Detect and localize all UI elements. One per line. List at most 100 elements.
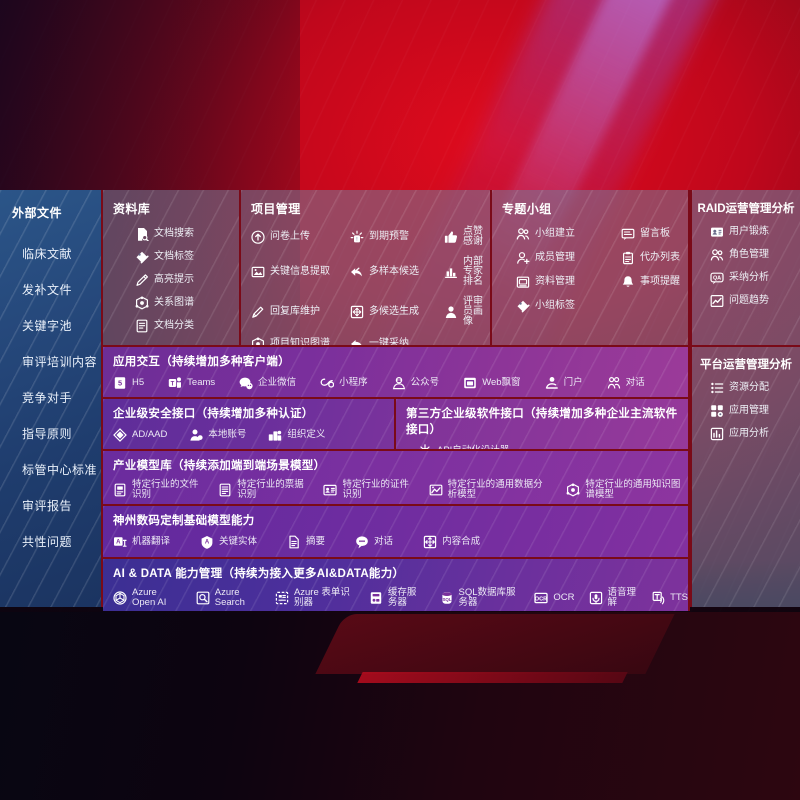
ai-item-ocr[interactable]: OCR <box>534 591 575 605</box>
feature-project-knowledge-graph[interactable]: 项目知识图谱 <box>251 337 346 345</box>
app-item-wechat-work[interactable]: 企业微信 <box>239 376 296 390</box>
arrow-reply-icon <box>350 337 364 345</box>
feature-item-reminder[interactable]: 事项提醒 <box>621 275 688 289</box>
feature-message-board[interactable]: 留言板 <box>621 227 688 241</box>
sidebar-item-clinical-literature[interactable]: 临床文献 <box>22 246 73 261</box>
ocr-icon <box>534 591 549 605</box>
feature-todo-list[interactable]: 代办列表 <box>621 251 688 265</box>
dc-item-summary[interactable]: 摘要 <box>287 535 325 549</box>
feature-label: 到期预警 <box>369 231 409 242</box>
sidebar-item-standards-center[interactable]: 标管中心标准 <box>22 462 98 477</box>
app-item-teams[interactable]: Teams <box>168 376 215 390</box>
raid-item-adoption-analysis[interactable]: 采纳分析 <box>710 271 800 285</box>
dc-item-machine-translation[interactable]: 机器翻译 <box>113 535 170 549</box>
feature-label: 关键信息提取 <box>270 266 330 277</box>
industry-item-knowledge-graph-model[interactable]: 特定行业的通用知识图谱模型 <box>566 480 688 499</box>
app-item-portal[interactable]: 门户 <box>545 376 583 390</box>
app-item-web-popup[interactable]: Web飘窗 <box>463 376 521 390</box>
ai-item-azure-search[interactable]: Azure Search <box>196 588 261 607</box>
raid-item-user-training[interactable]: 用户锻炼 <box>710 225 800 239</box>
third-party-item-api-designer[interactable]: API自动化设计器 <box>418 444 509 449</box>
dc-item-content-synthesis[interactable]: 内容合成 <box>423 535 480 549</box>
feature-label: 小组标签 <box>535 300 575 311</box>
ai-item-azure-openai[interactable]: Azure Open AI <box>113 588 182 607</box>
feature-questionnaire-upload[interactable]: 问卷上传 <box>251 227 346 247</box>
dc-item-dialog[interactable]: 对话 <box>355 535 393 549</box>
ai-item-label: Azure 表单识别器 <box>293 587 350 608</box>
app-item-mini-program[interactable]: 小程序 <box>320 376 368 390</box>
industry-item-data-analysis-model[interactable]: 特定行业的通用数据分析模型 <box>429 480 551 499</box>
security-item-org-define[interactable]: 组织定义 <box>268 428 325 442</box>
feature-multi-sample-candidate[interactable]: 多样本候选 <box>350 257 440 287</box>
archive-box-icon <box>516 275 530 289</box>
feature-doc-classify[interactable]: 文档分类 <box>135 319 239 333</box>
sidebar-item-keyword-pool[interactable]: 关键字池 <box>22 318 73 333</box>
ai-item-tts[interactable]: TTS <box>651 591 688 605</box>
card-team-title: 专题小组 <box>502 202 552 216</box>
dc-item-key-entity[interactable]: 关键实体 <box>200 535 257 549</box>
feature-reply-library-maintain[interactable]: 回复库维护 <box>251 297 346 327</box>
security-item-local-account[interactable]: 本地账号 <box>189 428 246 442</box>
feature-doc-tag[interactable]: 文档标签 <box>135 250 239 264</box>
industry-item-file-recognition[interactable]: 特定行业的文件识别 <box>113 480 202 499</box>
feature-key-info-extract[interactable]: 关键信息提取 <box>251 257 346 287</box>
app-item-label: 小程序 <box>339 377 368 389</box>
third-party-item-label: API自动化设计器 <box>437 446 509 449</box>
feature-one-click-adopt[interactable]: 一键采纳 <box>350 337 440 345</box>
feature-label: 高亮提示 <box>154 274 194 285</box>
app-item-label: 门户 <box>563 377 583 389</box>
feature-team-create[interactable]: 小组建立 <box>516 227 621 241</box>
feature-relation-graph[interactable]: 关系图谱 <box>135 296 239 310</box>
apps-settings-icon <box>710 404 724 418</box>
band-third-party-title: 第三方企业级软件接口（持续增加多种企业主流软件接口） <box>406 408 678 436</box>
sidebar-item-review-training[interactable]: 审评培训内容 <box>22 354 98 369</box>
feature-team-tag[interactable]: 小组标签 <box>516 299 621 313</box>
feature-material-manage[interactable]: 资料管理 <box>516 275 621 289</box>
bell-icon <box>621 275 635 289</box>
feature-reviewer-portrait[interactable]: 评审员画像 <box>444 297 490 327</box>
platform-item-label: 资源分配 <box>729 382 769 393</box>
graph-network-icon <box>251 337 265 345</box>
clipboard-list-icon <box>621 251 635 265</box>
feature-doc-search[interactable]: 文档搜索 <box>135 227 239 241</box>
cloud-upload-icon <box>251 230 265 244</box>
ai-item-label: Azure Open AI <box>132 587 167 608</box>
platform-item-resource-allocation[interactable]: 资源分配 <box>710 381 800 395</box>
ai-item-form-recognizer[interactable]: Azure 表单识别器 <box>275 588 355 607</box>
app-item-dialog[interactable]: 对话 <box>607 376 645 390</box>
platform-item-app-management[interactable]: 应用管理 <box>710 404 800 418</box>
platform-item-app-analysis[interactable]: 应用分析 <box>710 427 800 441</box>
feature-like-thanks[interactable]: 点赞感谢 <box>444 227 490 247</box>
feature-label: 文档标签 <box>154 251 194 262</box>
security-item-ad-aad[interactable]: AD/AAD <box>113 428 167 442</box>
feature-internal-expert-rank[interactable]: 内部专家排名 <box>444 257 490 287</box>
feature-due-alert[interactable]: 到期预警 <box>350 227 440 247</box>
app-item-label: 公众号 <box>410 377 440 389</box>
sidebar-item-common-issues[interactable]: 共性问题 <box>22 534 73 549</box>
ai-item-speech-understanding[interactable]: 语音理解 <box>589 588 638 607</box>
app-item-h5[interactable]: H5 <box>113 376 144 390</box>
app-item-label: 对话 <box>625 377 645 389</box>
portal-icon <box>545 376 559 390</box>
band-digital-china-base-model: 神州数码定制基础模型能力 机器翻译 关键实体 <box>103 504 690 557</box>
sidebar-item-review-report[interactable]: 审评报告 <box>22 498 73 513</box>
graph-network-icon <box>566 482 581 497</box>
ai-item-cache-server[interactable]: 缓存服务器 <box>369 588 426 607</box>
feature-highlight[interactable]: 高亮提示 <box>135 273 239 287</box>
content-synth-icon <box>423 535 437 549</box>
raid-item-role-management[interactable]: 角色管理 <box>710 248 800 262</box>
band-industry-model-library: 产业模型库（持续添加端到端场景模型） 特定行业的文件识别 特定行业的票据识别 <box>103 449 690 504</box>
raid-item-issue-trend[interactable]: 问题趋势 <box>710 294 800 308</box>
sidebar-item-supplement-docs[interactable]: 发补文件 <box>22 282 73 297</box>
sidebar-item-guidelines[interactable]: 指导原则 <box>22 426 73 441</box>
industry-item-receipt-recognition[interactable]: 特定行业的票据识别 <box>218 480 307 499</box>
feature-multi-candidate-gen[interactable]: 多候选生成 <box>350 297 440 327</box>
sidebar-item-competitors[interactable]: 竞争对手 <box>22 390 73 405</box>
message-board-icon <box>621 227 635 241</box>
feature-member-manage[interactable]: 成员管理 <box>516 251 621 265</box>
app-item-official-account[interactable]: 公众号 <box>392 376 440 390</box>
ai-item-sql-database[interactable]: SQL数据库服务器 <box>440 588 521 607</box>
industry-item-label: 特定行业的证件识别 <box>342 479 409 500</box>
industry-item-id-recognition[interactable]: 特定行业的证件识别 <box>323 480 412 499</box>
translate-icon <box>113 535 127 549</box>
